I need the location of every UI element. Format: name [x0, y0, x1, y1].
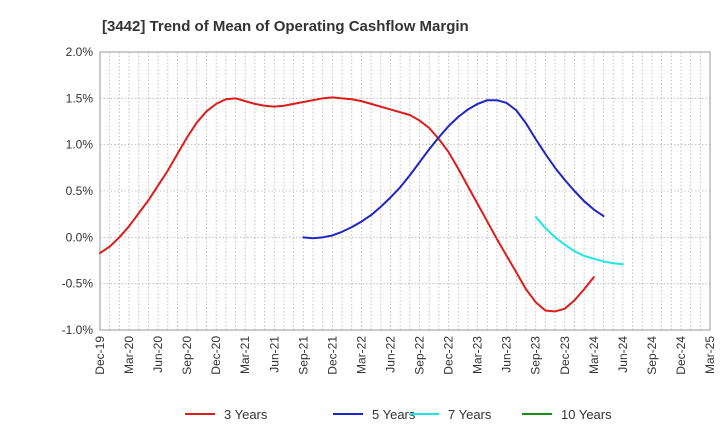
- x-tick-label: Mar-22: [354, 336, 368, 374]
- x-tick-label: Mar-21: [238, 336, 252, 374]
- y-tick-label: 0.5%: [66, 184, 94, 198]
- legend-label: 5 Years: [372, 407, 416, 422]
- chart-title: [3442] Trend of Mean of Operating Cashfl…: [102, 18, 469, 35]
- y-tick-label: 1.5%: [66, 91, 94, 105]
- y-tick-label: 0.0%: [66, 230, 94, 244]
- x-tick-label: Jun-24: [616, 336, 630, 373]
- x-tick-label: Sep-24: [645, 336, 659, 375]
- series-line: [302, 99, 605, 240]
- plot-area: [99, 51, 711, 331]
- x-tick-label: Dec-24: [674, 336, 688, 375]
- y-tick-label: 2.0%: [66, 45, 94, 59]
- x-axis: Dec-19 Mar-20 Jun-20 Sep-20 Dec-20 Mar-21 Jun-…: [93, 336, 717, 375]
- x-tick-label: Dec-23: [558, 336, 572, 375]
- x-tick-label: Sep-21: [296, 336, 310, 375]
- x-tick-label: Sep-20: [180, 336, 194, 375]
- legend: 3 Years 5 Years 7 Years 10 Years: [185, 407, 612, 422]
- x-tick-label: Jun-21: [267, 336, 281, 373]
- x-tick-label: Mar-24: [587, 336, 601, 374]
- x-tick-label: Dec-22: [442, 336, 456, 375]
- legend-label: 7 Years: [448, 407, 492, 422]
- x-tick-label: Jun-23: [500, 336, 514, 373]
- legend-label: 3 Years: [224, 407, 268, 422]
- y-tick-label: -0.5%: [62, 277, 94, 291]
- x-tick-label: Jun-20: [151, 336, 165, 373]
- x-tick-label: Dec-21: [325, 336, 339, 375]
- x-tick-label: Dec-19: [93, 336, 107, 375]
- x-tick-label: Mar-20: [122, 336, 136, 374]
- y-tick-label: -1.0%: [62, 323, 94, 337]
- legend-label: 10 Years: [561, 407, 612, 422]
- x-tick-label: Mar-25: [703, 336, 717, 374]
- x-tick-label: Dec-20: [209, 336, 223, 375]
- series-group: [99, 96, 624, 313]
- series-line: [534, 215, 624, 266]
- x-tick-label: Mar-23: [471, 336, 485, 374]
- x-tick-label: Jun-22: [383, 336, 397, 373]
- grid: [100, 52, 710, 330]
- x-tick-label: Sep-23: [529, 336, 543, 375]
- series-line: [99, 96, 595, 313]
- y-axis: 2.0% 1.5% 1.0% 0.5% 0.0% -0.5% -1.0%: [62, 45, 94, 337]
- x-tick-label: Sep-22: [413, 336, 427, 375]
- y-tick-label: 1.0%: [66, 138, 94, 152]
